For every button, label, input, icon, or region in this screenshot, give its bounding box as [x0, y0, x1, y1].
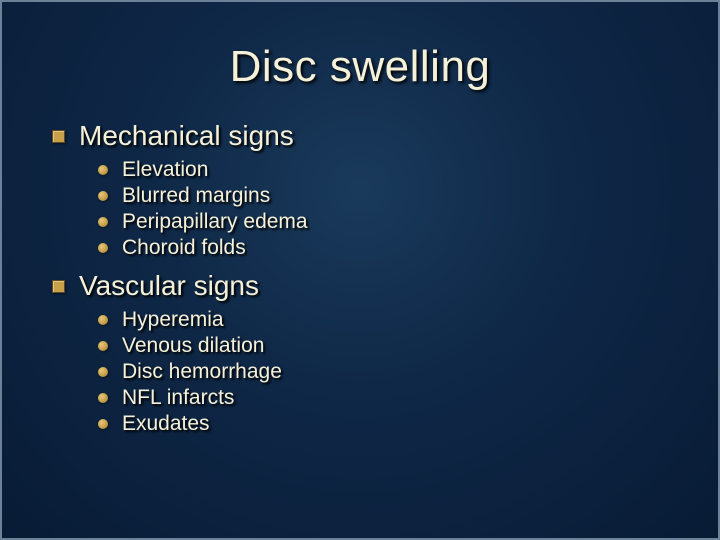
- square-bullet-icon: [52, 130, 65, 143]
- dot-bullet-icon: [98, 191, 108, 201]
- slide-title: Disc swelling: [52, 42, 668, 92]
- section-header: Mechanical signs: [52, 120, 668, 152]
- item-text: Disc hemorrhage: [122, 360, 282, 384]
- list-item: Peripapillary edema: [98, 210, 668, 234]
- item-text: Elevation: [122, 158, 208, 182]
- list-item: Elevation: [98, 158, 668, 182]
- dot-bullet-icon: [98, 419, 108, 429]
- list-item: Hyperemia: [98, 308, 668, 332]
- list-item: Venous dilation: [98, 334, 668, 358]
- dot-bullet-icon: [98, 367, 108, 377]
- dot-bullet-icon: [98, 217, 108, 227]
- item-text: NFL infarcts: [122, 386, 234, 410]
- item-text: Hyperemia: [122, 308, 224, 332]
- item-text: Blurred margins: [122, 184, 270, 208]
- item-list: Elevation Blurred margins Peripapillary …: [52, 158, 668, 260]
- item-text: Choroid folds: [122, 236, 246, 260]
- list-item: Disc hemorrhage: [98, 360, 668, 384]
- dot-bullet-icon: [98, 393, 108, 403]
- list-item: Choroid folds: [98, 236, 668, 260]
- square-bullet-icon: [52, 280, 65, 293]
- item-text: Exudates: [122, 412, 210, 436]
- item-text: Peripapillary edema: [122, 210, 308, 234]
- item-list: Hyperemia Venous dilation Disc hemorrhag…: [52, 308, 668, 436]
- section-vascular: Vascular signs Hyperemia Venous dilation…: [52, 270, 668, 436]
- dot-bullet-icon: [98, 165, 108, 175]
- dot-bullet-icon: [98, 243, 108, 253]
- list-item: NFL infarcts: [98, 386, 668, 410]
- dot-bullet-icon: [98, 315, 108, 325]
- section-title: Vascular signs: [79, 270, 259, 302]
- dot-bullet-icon: [98, 341, 108, 351]
- item-text: Venous dilation: [122, 334, 264, 358]
- slide: Disc swelling Mechanical signs Elevation…: [0, 0, 720, 540]
- section-title: Mechanical signs: [79, 120, 294, 152]
- list-item: Exudates: [98, 412, 668, 436]
- section-header: Vascular signs: [52, 270, 668, 302]
- section-mechanical: Mechanical signs Elevation Blurred margi…: [52, 120, 668, 260]
- list-item: Blurred margins: [98, 184, 668, 208]
